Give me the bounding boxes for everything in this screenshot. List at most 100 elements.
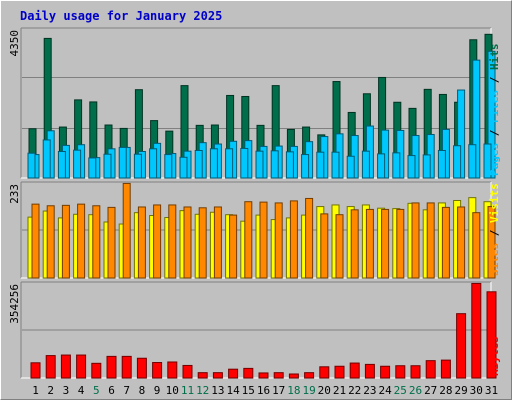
sites-bar — [305, 197, 314, 279]
legend-entry: Sites — [488, 243, 501, 276]
day-label: 30 — [470, 384, 483, 397]
day-label: 20 — [318, 384, 331, 397]
sites-bar — [350, 209, 359, 279]
kbytes-bar — [410, 365, 421, 379]
sites-bar — [365, 208, 374, 279]
day-label: 10 — [166, 384, 179, 397]
kbytes-bar — [349, 362, 360, 379]
series-legend: Sites / Visits — [488, 183, 501, 276]
day-label: 24 — [378, 384, 392, 397]
day-label: 3 — [63, 384, 70, 397]
pages-bar — [453, 145, 462, 179]
day-label: 31 — [485, 384, 498, 397]
pages-bar — [392, 152, 401, 179]
day-label: 8 — [139, 384, 146, 397]
kbytes-bar — [106, 355, 117, 379]
legend-entry: Pages — [488, 143, 501, 176]
sites-bar — [411, 202, 420, 279]
kbytes-bar — [136, 357, 147, 379]
pages-bar — [27, 152, 36, 179]
legend-entry: / — [488, 223, 501, 243]
legend-entry: / — [488, 123, 501, 143]
kbytes-bar — [319, 366, 330, 379]
day-label: 13 — [211, 384, 224, 397]
y-max-label: 354256 — [8, 284, 21, 324]
pages-bar — [483, 143, 492, 179]
kbytes-bar — [395, 365, 406, 379]
legend-entry: Hits — [488, 44, 501, 71]
sites-bar — [320, 213, 329, 279]
kbytes-bar — [121, 355, 132, 379]
pages-bar — [240, 147, 249, 179]
day-label: 5 — [93, 384, 100, 397]
kbytes-bar — [76, 354, 87, 379]
kbytes-bar — [471, 282, 482, 379]
sites-bar — [381, 208, 390, 279]
day-label: 29 — [454, 384, 467, 397]
pages-bar — [346, 155, 355, 179]
y-max-label: 233 — [8, 184, 21, 204]
kbytes-bar — [425, 360, 436, 379]
pages-bar — [361, 150, 370, 179]
pages-bar — [422, 154, 431, 179]
day-label: 28 — [439, 384, 452, 397]
pages-bar — [179, 156, 188, 179]
day-label: 9 — [154, 384, 161, 397]
kbytes-bar — [212, 372, 223, 379]
sites-bar — [274, 202, 283, 279]
chart-title: Daily usage for January 2025 — [20, 9, 223, 23]
pages-bar — [57, 151, 66, 179]
sites-bar — [229, 214, 238, 279]
sites-bar — [213, 206, 222, 279]
kbytes-bar — [45, 355, 56, 379]
pages-bar — [437, 149, 446, 179]
day-label: 25 — [394, 384, 407, 397]
sites-bar — [77, 203, 86, 279]
pages-bar — [407, 155, 416, 179]
day-label: 15 — [242, 384, 255, 397]
sites-bar — [259, 201, 268, 279]
kbytes-bar — [60, 354, 71, 379]
sites-bar — [335, 214, 344, 279]
pages-bar — [285, 151, 294, 179]
kbytes-bar — [288, 373, 299, 379]
day-label: 17 — [272, 384, 285, 397]
pages-bar — [301, 154, 310, 179]
day-label: 19 — [302, 384, 315, 397]
day-label: 4 — [78, 384, 85, 397]
pages-bar — [103, 153, 112, 179]
pages-bar — [73, 149, 82, 179]
kbytes-bar — [364, 363, 375, 379]
kbytes-bar — [258, 372, 269, 379]
day-label: 22 — [348, 384, 361, 397]
sites-bar — [122, 182, 131, 279]
pages-bar — [88, 157, 97, 179]
day-label: 21 — [333, 384, 346, 397]
pages-bar — [331, 151, 340, 179]
kbytes-bar — [243, 367, 254, 379]
day-label: 16 — [257, 384, 270, 397]
sites-bar — [61, 204, 70, 279]
pages-bar — [149, 148, 158, 179]
kbytes-bar — [486, 291, 497, 379]
sites-bar — [487, 206, 496, 279]
day-label: 6 — [108, 384, 115, 397]
kbytes-bar — [167, 361, 178, 379]
day-label: 27 — [424, 384, 437, 397]
sites-bar — [426, 202, 435, 279]
kbytes-bar — [30, 362, 41, 379]
day-label: 14 — [226, 384, 240, 397]
day-label: 23 — [363, 384, 376, 397]
sites-bar — [183, 206, 192, 279]
sites-bar — [153, 204, 162, 279]
sites-bar — [137, 206, 146, 279]
sites-bar — [198, 207, 207, 279]
pages-bar — [133, 153, 142, 179]
day-label: 26 — [409, 384, 422, 397]
kbytes-bar — [334, 365, 345, 379]
kbytes-bar — [380, 365, 391, 379]
kbytes-bar — [228, 368, 239, 379]
day-label: 2 — [47, 384, 54, 397]
day-label: 12 — [196, 384, 209, 397]
